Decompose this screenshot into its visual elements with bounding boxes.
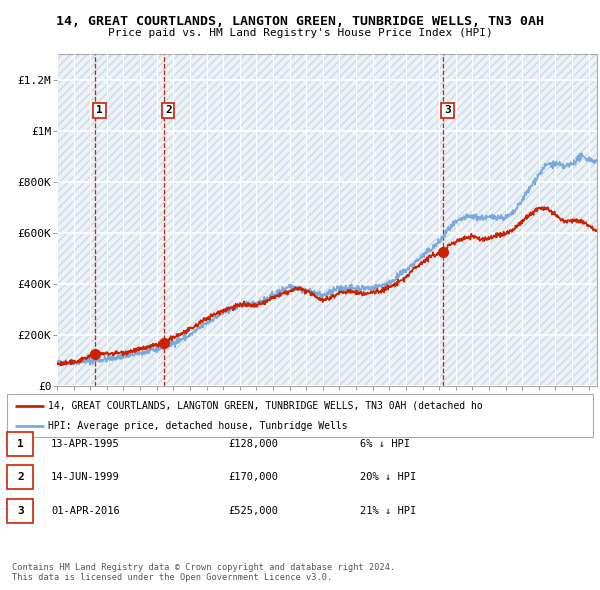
FancyBboxPatch shape	[7, 432, 34, 455]
Text: 1: 1	[17, 439, 24, 448]
Text: £128,000: £128,000	[228, 439, 278, 448]
FancyBboxPatch shape	[7, 499, 34, 523]
Text: 2: 2	[17, 473, 24, 482]
Text: £525,000: £525,000	[228, 506, 278, 516]
Text: This data is licensed under the Open Government Licence v3.0.: This data is licensed under the Open Gov…	[12, 573, 332, 582]
Text: 21% ↓ HPI: 21% ↓ HPI	[360, 506, 416, 516]
Text: 6% ↓ HPI: 6% ↓ HPI	[360, 439, 410, 448]
Text: 2: 2	[165, 106, 172, 116]
Text: Price paid vs. HM Land Registry's House Price Index (HPI): Price paid vs. HM Land Registry's House …	[107, 28, 493, 38]
Text: 3: 3	[17, 506, 24, 516]
Text: 14-JUN-1999: 14-JUN-1999	[51, 473, 120, 482]
FancyBboxPatch shape	[7, 394, 593, 437]
Text: 01-APR-2016: 01-APR-2016	[51, 506, 120, 516]
FancyBboxPatch shape	[7, 466, 34, 489]
Text: 13-APR-1995: 13-APR-1995	[51, 439, 120, 448]
Text: 14, GREAT COURTLANDS, LANGTON GREEN, TUNBRIDGE WELLS, TN3 0AH (detached ho: 14, GREAT COURTLANDS, LANGTON GREEN, TUN…	[49, 401, 483, 411]
Text: HPI: Average price, detached house, Tunbridge Wells: HPI: Average price, detached house, Tunb…	[49, 421, 348, 431]
Text: 20% ↓ HPI: 20% ↓ HPI	[360, 473, 416, 482]
Text: £170,000: £170,000	[228, 473, 278, 482]
Text: 3: 3	[444, 106, 451, 116]
Text: 1: 1	[96, 106, 103, 116]
Text: Contains HM Land Registry data © Crown copyright and database right 2024.: Contains HM Land Registry data © Crown c…	[12, 563, 395, 572]
Text: 14, GREAT COURTLANDS, LANGTON GREEN, TUNBRIDGE WELLS, TN3 0AH: 14, GREAT COURTLANDS, LANGTON GREEN, TUN…	[56, 15, 544, 28]
